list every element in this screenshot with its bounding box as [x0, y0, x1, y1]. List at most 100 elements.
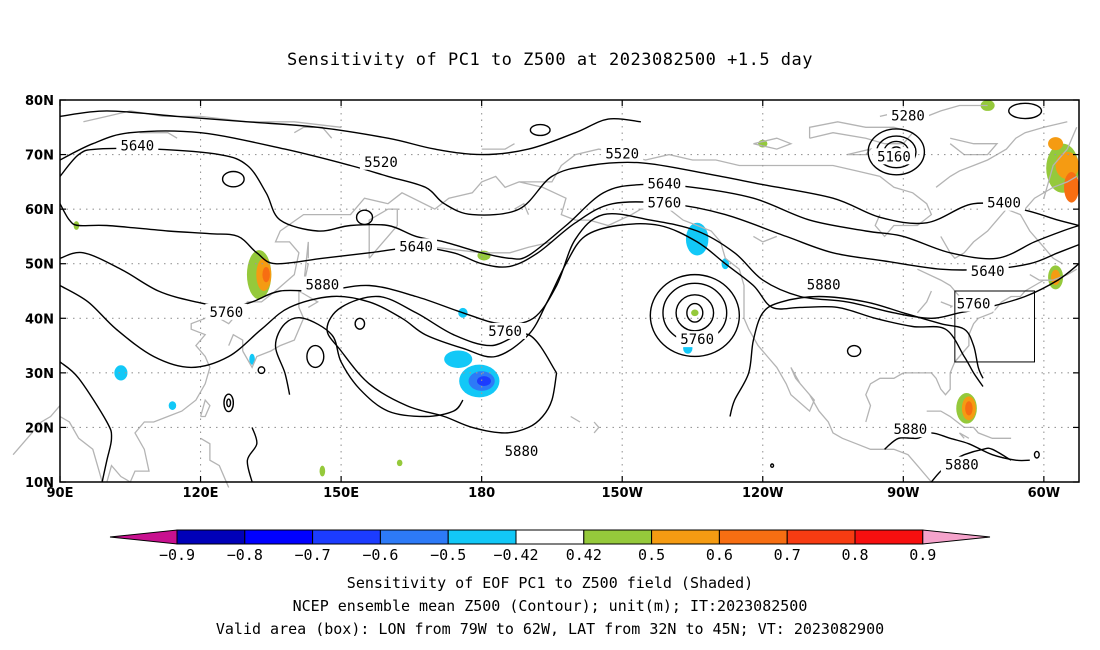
lon-tick-label: 120W [742, 486, 783, 501]
shaded-cell [685, 222, 709, 256]
contour-label: 5760 [680, 332, 714, 348]
contour-label-mask [802, 276, 845, 293]
contour-label-mask [676, 331, 719, 348]
contour-line [59, 130, 1080, 227]
shaded-cell [1055, 151, 1079, 180]
coastline-segment [593, 421, 600, 434]
colorbar-segment [583, 529, 653, 545]
coastline-segment [302, 241, 309, 286]
closed-contour [223, 393, 235, 413]
shaded-cell [249, 353, 255, 365]
closed-contour [257, 366, 266, 375]
axis-ticks [59, 99, 1079, 483]
coastline-segment [199, 398, 211, 418]
caption-contour: NCEP ensemble mean Z500 (Contour); unit(… [292, 597, 808, 615]
colorbar-tick-label: 0.7 [774, 546, 801, 564]
contour-label-mask [359, 153, 402, 170]
coastline-segment [917, 268, 960, 297]
contour-line [930, 447, 1012, 483]
lat-tick-label: 80N [25, 94, 54, 109]
closed-contour [846, 344, 862, 358]
coastline-segment [1024, 175, 1078, 210]
coastline-segment [106, 175, 520, 483]
colorbar-tick-label: −0.8 [227, 546, 263, 564]
contour-label-mask [484, 322, 527, 339]
contour-label-mask [601, 145, 644, 162]
caption-valid-area: Valid area (box): LON from 79W to 62W, L… [215, 620, 885, 638]
closed-contour [306, 344, 325, 369]
coastline-segment [753, 235, 778, 243]
contour-label-mask [301, 276, 344, 293]
shaded-cell [396, 459, 403, 467]
contour-line [274, 317, 464, 418]
coastline-segment [1043, 127, 1078, 199]
contour-label: 5880 [945, 458, 979, 474]
coastline-segment [130, 110, 342, 128]
colorbar-tick-label: 0.42 [566, 546, 602, 564]
colorbar: −0.9 −0.8 −0.7 −0.6 −0.5 −0.42 0.42 0.5 0.6 0.7 0.… [109, 529, 991, 564]
shaded-cell [691, 309, 699, 317]
colorbar-tick-label: 0.9 [909, 546, 936, 564]
shaded-cell [1050, 269, 1061, 285]
colorbar-tick-label: −0.6 [362, 546, 398, 564]
lat-tick-label: 40N [25, 312, 54, 327]
colorbar-tick-label: 0.5 [638, 546, 665, 564]
contour-label-mask [872, 148, 915, 165]
contour-label-mask [205, 303, 248, 320]
colorbar-segment [447, 529, 517, 545]
colorbar-segment [651, 529, 720, 545]
colorbar-lower-extension [109, 529, 178, 545]
coastline-segment [808, 121, 914, 145]
colorbar-segment [244, 529, 314, 545]
coastline-segment [59, 415, 103, 483]
coastline-segment [916, 290, 932, 314]
contour-line [326, 295, 558, 434]
contour-label-mask [395, 238, 438, 255]
contour-label: 5400 [987, 196, 1021, 212]
coastline-segment [874, 175, 933, 238]
coastline-segment [570, 415, 581, 423]
lat-tick-label: 10N [25, 476, 54, 491]
shaded-cell [476, 376, 492, 386]
closed-contour [1033, 450, 1040, 459]
coastline-segment [139, 132, 178, 139]
lat-tick-label: 30N [25, 367, 54, 382]
colorbar-tick-label: −0.5 [430, 546, 466, 564]
closed-contour [354, 317, 366, 330]
contour-label-mask [643, 175, 686, 192]
contour-label: 5520 [605, 147, 639, 163]
contour-label: 5760 [209, 305, 243, 321]
closed-contour [649, 273, 741, 358]
closed-contour [867, 128, 926, 176]
colorbar-upper-extension [922, 529, 991, 545]
coastline-segment [1029, 268, 1078, 281]
coastline-segment [12, 405, 61, 456]
contour-label: 5880 [505, 444, 539, 460]
contour-label-mask [886, 107, 929, 124]
shaded-cell [168, 401, 177, 410]
lat-tick-label: 70N [25, 149, 54, 164]
lon-tick-label: 90E [47, 486, 74, 501]
coastline-segment [519, 148, 881, 183]
colorbar-segment [854, 529, 924, 545]
contour-label: 5760 [648, 196, 682, 212]
shaded-cell [1064, 172, 1079, 203]
contour-label: 5520 [364, 155, 398, 171]
coastline-segment [926, 410, 1012, 439]
lat-tick-label: 60N [25, 203, 54, 218]
contour-label: 5880 [893, 422, 927, 438]
contour-label-mask [643, 194, 686, 211]
contour-label-mask [966, 262, 1009, 279]
closed-contour [675, 294, 715, 332]
map-frame [59, 99, 1080, 483]
coastline-segment [949, 137, 999, 156]
contour-line [59, 110, 641, 156]
closed-contour [226, 398, 232, 408]
coastline-segment [865, 279, 1054, 423]
contour-label-mask [500, 442, 543, 459]
contour-label-mask [983, 194, 1026, 211]
shaded-cell [262, 266, 270, 283]
contour-label: 5640 [399, 239, 433, 255]
contour-label: 5760 [957, 297, 991, 313]
